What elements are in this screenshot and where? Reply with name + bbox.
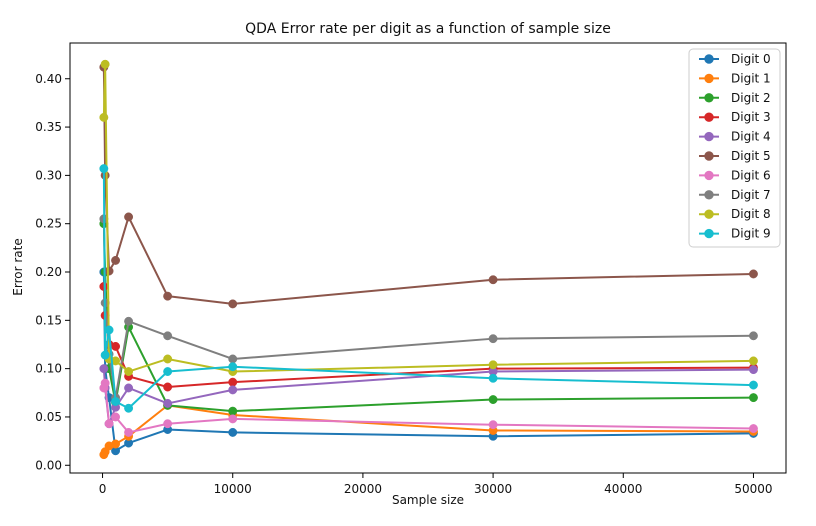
series-6 <box>99 378 758 437</box>
legend-marker <box>704 73 714 84</box>
series-marker <box>163 291 173 301</box>
x-tick-label: 10000 <box>214 482 252 496</box>
series-marker <box>99 364 109 374</box>
y-tick-label: 0.30 <box>35 168 62 182</box>
plot-area: 0 10000 20000 30000 40000 50000 0.00 0.05 0.10 0.… <box>35 42 787 496</box>
x-axis-label: Sample size <box>392 493 464 507</box>
legend-marker <box>704 209 714 219</box>
series-marker <box>124 212 134 222</box>
series-marker <box>163 398 173 408</box>
series-marker <box>228 354 238 364</box>
series-marker <box>99 164 109 174</box>
x-tick-label: 0 <box>99 482 107 496</box>
y-tick-label: 0.05 <box>35 410 62 424</box>
x-tick-label: 50000 <box>734 482 772 496</box>
series-marker <box>488 334 498 344</box>
plot-frame <box>69 42 787 474</box>
series-marker <box>488 420 498 430</box>
series-marker <box>163 331 173 341</box>
legend-label: Digit 8 <box>731 207 771 221</box>
series-marker <box>749 393 758 403</box>
series-marker <box>488 373 498 383</box>
series-marker <box>163 382 173 392</box>
y-tick-label: 0.00 <box>35 458 62 472</box>
legend-label: Digit 5 <box>731 149 771 163</box>
series-marker <box>100 350 110 360</box>
legend-marker <box>704 112 714 122</box>
legend-label: Digit 2 <box>731 91 771 105</box>
y-tick-label: 0.35 <box>35 120 62 134</box>
legend-label: Digit 6 <box>731 168 771 182</box>
legend-label: Digit 9 <box>731 227 771 241</box>
series-marker <box>124 316 134 326</box>
series-marker <box>749 365 758 375</box>
series-marker <box>228 377 238 387</box>
series-marker <box>228 385 238 395</box>
series-marker <box>163 354 173 364</box>
legend-marker <box>704 131 714 142</box>
y-tick-label: 0.40 <box>35 72 62 86</box>
series-marker <box>104 266 114 276</box>
series-marker <box>104 419 114 429</box>
legend-label: Digit 4 <box>731 130 771 144</box>
series-marker <box>488 395 498 405</box>
legend-label: Digit 3 <box>731 110 771 124</box>
legend-label: Digit 1 <box>731 71 771 85</box>
series-marker <box>488 360 498 370</box>
series-9 <box>99 164 758 413</box>
series-marker <box>124 383 134 393</box>
legend-label: Digit 7 <box>731 188 771 202</box>
series-marker <box>111 397 121 406</box>
series-marker <box>124 403 134 413</box>
legend-marker <box>704 54 714 64</box>
y-tick-label: 0.25 <box>35 217 62 231</box>
series-marker <box>749 269 758 279</box>
series-marker <box>111 412 121 422</box>
series-marker <box>111 341 121 351</box>
chart-title: QDA Error rate per digit as a function o… <box>245 21 611 37</box>
legend-marker <box>704 93 714 103</box>
y-tick-label: 0.20 <box>35 265 62 279</box>
series-marker <box>111 255 121 265</box>
legend-marker <box>704 151 714 161</box>
series-marker <box>124 427 134 437</box>
series-marker <box>163 419 173 429</box>
series-marker <box>228 406 238 416</box>
series-marker <box>100 59 110 69</box>
series-layer <box>99 59 758 460</box>
series-marker <box>749 424 758 434</box>
series-marker <box>99 112 109 122</box>
series-marker <box>749 356 758 366</box>
series-marker <box>104 325 114 335</box>
series-marker <box>749 380 758 390</box>
series-marker <box>163 367 173 376</box>
series-marker <box>228 427 238 437</box>
y-tick-label: 0.15 <box>35 313 62 327</box>
series-marker <box>228 362 238 372</box>
legend-marker <box>704 190 714 200</box>
series-marker <box>749 331 758 341</box>
y-axis-label: Error rate <box>11 238 25 295</box>
series-marker <box>100 378 110 388</box>
x-tick-label: 30000 <box>474 482 512 496</box>
series-marker <box>228 299 238 309</box>
legend-marker <box>704 170 714 181</box>
x-tick-label: 40000 <box>604 482 642 496</box>
legend-label: Digit 0 <box>731 52 771 66</box>
series-marker <box>228 414 238 424</box>
y-tick-label: 0.10 <box>35 362 62 376</box>
series-marker <box>124 367 134 376</box>
legend: Digit 0 Digit 1 Digit 2 Digit 3 Digit 4 Digit… <box>688 48 781 248</box>
legend-marker <box>704 228 714 239</box>
series-marker <box>488 275 498 285</box>
x-tick-label: 20000 <box>344 482 382 496</box>
series-marker <box>111 439 121 449</box>
